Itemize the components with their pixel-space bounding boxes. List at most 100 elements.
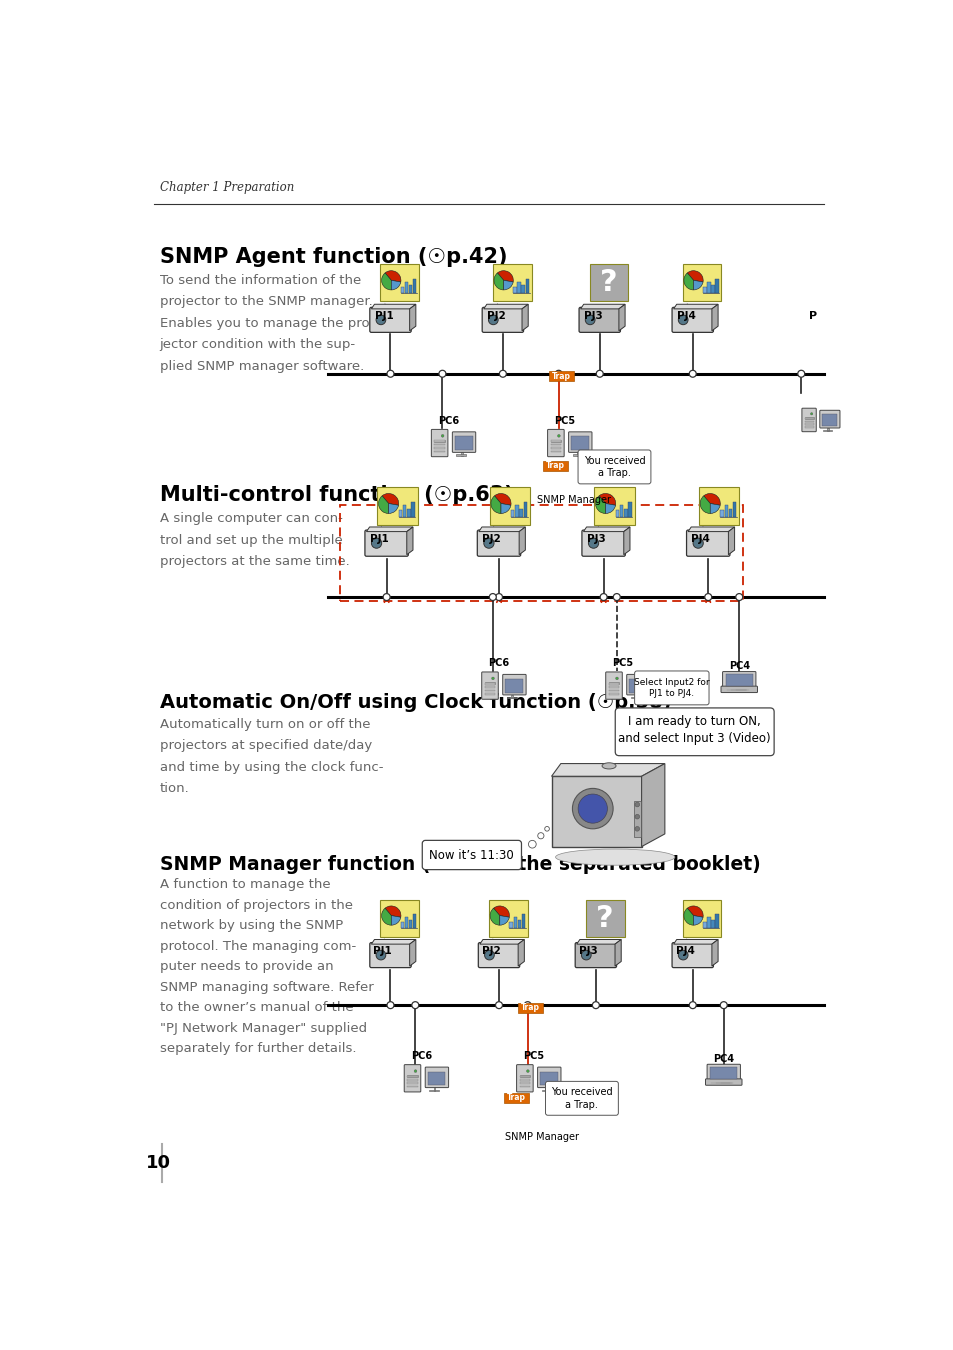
Bar — [711, 921, 714, 929]
Bar — [407, 1075, 417, 1077]
Bar — [484, 682, 495, 684]
Polygon shape — [551, 764, 664, 776]
Wedge shape — [683, 273, 693, 290]
Bar — [519, 1076, 530, 1077]
Bar — [434, 447, 444, 448]
Text: PJ3: PJ3 — [583, 310, 602, 321]
Polygon shape — [580, 304, 624, 309]
Wedge shape — [605, 504, 615, 513]
Circle shape — [371, 539, 381, 548]
Circle shape — [414, 1069, 416, 1072]
Bar — [407, 509, 410, 517]
Wedge shape — [494, 273, 503, 290]
Polygon shape — [483, 304, 528, 309]
FancyBboxPatch shape — [477, 942, 519, 968]
Circle shape — [578, 794, 607, 824]
Bar — [550, 440, 560, 441]
Wedge shape — [391, 915, 400, 925]
Bar — [608, 683, 618, 684]
Circle shape — [375, 950, 385, 960]
Bar — [702, 922, 706, 929]
Text: SNMP Manager function (refer to the separated booklet): SNMP Manager function (refer to the sepa… — [159, 855, 760, 873]
FancyBboxPatch shape — [481, 308, 523, 332]
Bar — [409, 285, 412, 293]
Bar — [484, 693, 495, 695]
Text: Trap: Trap — [552, 373, 571, 381]
Circle shape — [572, 788, 613, 829]
Bar — [720, 510, 723, 517]
Bar — [550, 444, 560, 446]
Bar — [699, 487, 739, 525]
FancyBboxPatch shape — [481, 672, 497, 699]
Text: PC5: PC5 — [612, 657, 633, 668]
FancyBboxPatch shape — [575, 942, 616, 968]
FancyBboxPatch shape — [404, 1065, 420, 1092]
Wedge shape — [503, 281, 513, 290]
Text: PJ4: PJ4 — [675, 946, 694, 956]
Text: A single computer can con-
trol and set up the multiple
projectors at the same t: A single computer can con- trol and set … — [159, 513, 349, 568]
Polygon shape — [551, 776, 641, 846]
FancyBboxPatch shape — [431, 429, 447, 456]
Bar — [456, 455, 466, 456]
Bar — [521, 914, 524, 929]
Circle shape — [635, 826, 639, 832]
Text: 10: 10 — [146, 1154, 172, 1172]
Bar — [411, 502, 415, 517]
Bar — [402, 505, 406, 517]
Text: Automatically turn on or off the
projectors at specified date/day
and time by us: Automatically turn on or off the project… — [159, 718, 383, 795]
FancyBboxPatch shape — [686, 531, 729, 556]
Bar — [715, 279, 718, 293]
Bar — [513, 918, 517, 929]
Bar — [409, 921, 412, 929]
Circle shape — [375, 315, 385, 325]
Circle shape — [555, 370, 561, 377]
Bar — [608, 682, 618, 684]
Text: Automatic On/Off using Clock function (☉p.58): Automatic On/Off using Clock function (☉… — [159, 694, 671, 713]
Bar — [710, 1066, 737, 1079]
Text: ?: ? — [599, 269, 618, 297]
Polygon shape — [728, 526, 734, 555]
Bar — [405, 918, 408, 929]
Circle shape — [528, 840, 536, 848]
Circle shape — [387, 1002, 394, 1008]
Circle shape — [688, 1002, 696, 1008]
Bar — [434, 451, 444, 452]
Bar — [398, 510, 401, 517]
FancyBboxPatch shape — [476, 531, 520, 556]
Bar — [504, 1094, 529, 1103]
Bar — [608, 690, 618, 691]
Bar — [589, 265, 628, 301]
Bar — [517, 1003, 542, 1012]
Wedge shape — [700, 495, 709, 513]
Text: PJ3: PJ3 — [586, 535, 605, 544]
FancyBboxPatch shape — [801, 408, 816, 432]
Polygon shape — [577, 940, 620, 944]
Wedge shape — [493, 906, 509, 917]
Wedge shape — [709, 504, 720, 513]
Bar — [539, 1072, 558, 1085]
Bar — [594, 487, 634, 525]
Bar — [519, 509, 522, 517]
FancyBboxPatch shape — [634, 671, 708, 705]
Polygon shape — [641, 764, 664, 846]
Text: PC5: PC5 — [554, 416, 575, 425]
Polygon shape — [371, 304, 416, 309]
Text: PC6: PC6 — [437, 416, 458, 425]
Circle shape — [735, 594, 742, 601]
Wedge shape — [491, 495, 500, 513]
Wedge shape — [497, 271, 513, 282]
Bar — [484, 683, 495, 684]
Bar — [725, 674, 752, 686]
Circle shape — [635, 802, 639, 807]
Bar — [550, 447, 560, 448]
FancyBboxPatch shape — [720, 686, 757, 693]
Text: Trap: Trap — [520, 1003, 539, 1012]
Text: Select Input2 for
PJ1 to PJ4.: Select Input2 for PJ1 to PJ4. — [634, 678, 709, 698]
Polygon shape — [371, 940, 416, 944]
Bar — [413, 914, 416, 929]
Text: PJ4: PJ4 — [691, 535, 709, 544]
Text: SNMP Manager: SNMP Manager — [537, 495, 611, 505]
Text: ?: ? — [596, 903, 614, 933]
Polygon shape — [623, 526, 629, 555]
Polygon shape — [711, 940, 718, 967]
